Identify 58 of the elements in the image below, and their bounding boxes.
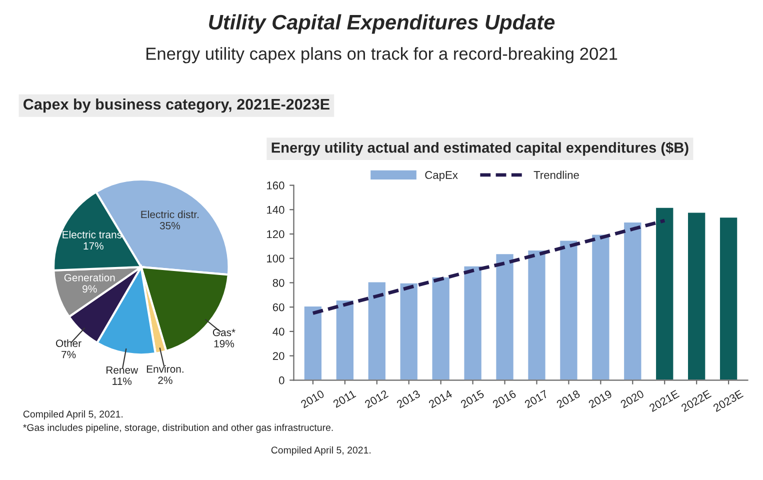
text: *Gas includes pipeline, storage, distribution and other gas infrastructure. (23, 424, 333, 433)
x-tick-label: 2012 (364, 390, 389, 408)
legend-label: CapEx (425, 171, 458, 182)
y-tick-label: 0 (278, 376, 284, 384)
x-tick-label: 2013 (396, 390, 421, 408)
bar (622, 221, 643, 380)
slice-label: Environ. (146, 365, 184, 373)
line-series (311, 218, 666, 315)
x-tick-label: 2016 (492, 390, 517, 408)
bar (302, 305, 323, 380)
data-label: 9% (82, 285, 97, 293)
bar (686, 211, 707, 380)
bar (462, 264, 483, 380)
x-tick-label: 2020 (620, 390, 644, 408)
x-tick-label: 2018 (556, 390, 580, 408)
bar (430, 276, 451, 380)
slice-label: Gas* (212, 328, 236, 336)
y-tick-label: 100 (267, 254, 284, 262)
chart-title: Capex by business category, 2021E-2023E (24, 98, 330, 113)
x-tick-label: 2015 (460, 390, 485, 408)
bar (590, 233, 611, 380)
slice-label: Renew (106, 366, 138, 374)
bar (334, 299, 355, 380)
slice-label: Generation (64, 274, 115, 282)
bar (718, 216, 739, 380)
y-tick-label: 20 (272, 352, 284, 360)
bar (398, 282, 419, 380)
bar (558, 239, 579, 380)
x-tick-label: 2010 (300, 390, 325, 408)
bar (494, 252, 515, 380)
x-tick-label: 2019 (588, 390, 612, 408)
text: Compiled April 5, 2021. (23, 410, 123, 420)
bar (366, 280, 387, 380)
y-tick-label: 140 (267, 206, 284, 214)
bar (526, 249, 547, 380)
data-label: 19% (214, 340, 234, 348)
x-tick-label: 2011 (332, 390, 356, 408)
data-label: 2% (158, 376, 172, 384)
bar (654, 206, 675, 380)
data-label: 35% (160, 222, 180, 230)
x-tick-label: 2014 (428, 390, 453, 408)
data-label: 17% (84, 242, 104, 250)
y-tick-label: 160 (267, 182, 284, 190)
text: Compiled April 5, 2021. (271, 446, 370, 456)
text: Utility Capital Expenditures Update (209, 14, 555, 34)
legend-label: Trendline (534, 170, 579, 179)
y-tick-label: 80 (272, 278, 284, 287)
x-tick-label: 2017 (524, 390, 548, 408)
slice-label: Electric distr. (141, 210, 199, 218)
y-tick-label: 120 (267, 230, 284, 238)
slice-label: Electric trans. (62, 230, 124, 238)
data-label: 7% (62, 350, 76, 358)
chart-title: Energy utility actual and estimated capital expenditures ($B) (272, 142, 688, 156)
slice-label: Other (56, 339, 82, 348)
y-tick-label: 40 (272, 328, 284, 336)
y-tick-label: 60 (272, 303, 284, 312)
text: Energy utility capex plans on track for a record-breaking 2021 (146, 47, 618, 64)
data-label: 11% (112, 378, 132, 385)
